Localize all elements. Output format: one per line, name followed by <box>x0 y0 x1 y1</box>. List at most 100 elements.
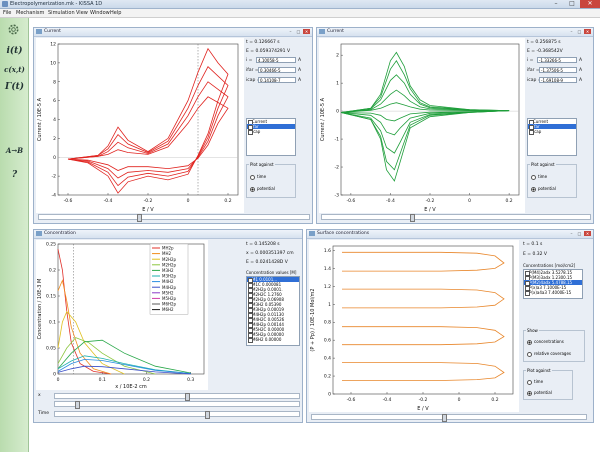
window-minimize-button[interactable]: – <box>289 29 292 34</box>
concentration-value-item[interactable]: M4H2C 0.00526 <box>247 317 299 323</box>
close-button[interactable]: ✕ <box>580 0 600 8</box>
slider-thumb[interactable] <box>137 214 142 222</box>
menu-view[interactable]: View <box>76 10 88 16</box>
slider-thumb[interactable] <box>410 214 415 222</box>
radio-time[interactable]: time <box>527 379 543 385</box>
radio-potential[interactable]: potential <box>531 186 556 192</box>
window-maximize-button[interactable]: □ <box>577 231 582 236</box>
concentration-value-item[interactable]: M3H2p 0.00019 <box>247 307 299 313</box>
sidebar-item-reaction[interactable]: A→B <box>5 146 24 155</box>
i-value-field[interactable]: -1.33266-5 <box>537 57 577 63</box>
slider-thumb[interactable] <box>205 411 210 419</box>
checkbox[interactable] <box>248 338 253 343</box>
menu-simulation[interactable]: Simulation <box>48 10 75 16</box>
x-readout: x = 0.000351397 cm <box>246 251 294 256</box>
plot-against-group: Plot against time potential <box>527 162 577 198</box>
y-tick-label: 0 <box>53 155 56 161</box>
x-tick-label: -0.6 <box>346 198 355 204</box>
menu-help[interactable]: Help <box>110 10 122 16</box>
sidebar-item-concentration[interactable]: c(x,t) <box>4 65 25 74</box>
radio-time[interactable]: time <box>250 174 266 180</box>
list-item-ifar[interactable]: ifar <box>247 124 295 130</box>
window-maximize-button[interactable]: □ <box>296 29 301 34</box>
gear-icon[interactable] <box>7 23 20 36</box>
sidebar-item-surface[interactable]: Γ(t) <box>4 82 25 92</box>
checkbox[interactable] <box>248 283 253 288</box>
window-close-button[interactable]: ✕ <box>584 231 591 236</box>
surface-value-item[interactable]: P(x)a4a3 7.4000E-15 <box>524 290 582 296</box>
sidebar-item-current[interactable]: i(t) <box>6 46 23 56</box>
y-tick-label: -4 <box>52 193 57 199</box>
list-item-ifar[interactable]: ifar <box>528 124 576 130</box>
concentration-value-item[interactable]: M1C 0.000081 <box>247 282 299 288</box>
sidebar-item-help[interactable]: ? <box>11 170 18 180</box>
concentration-value-item[interactable]: M4H2p 0.00144 <box>247 322 299 328</box>
surface-value-item[interactable]: P(M2)4adx 5.4788.15 <box>524 280 582 286</box>
checkbox[interactable] <box>248 298 253 303</box>
checkbox[interactable] <box>525 271 530 276</box>
ifar-value-field[interactable]: -1.37506-5 <box>539 67 577 73</box>
time-slider[interactable] <box>54 411 300 419</box>
checkbox[interactable] <box>248 293 253 298</box>
surface-value-item[interactable]: P(x)a3 7.1000E-15 <box>524 285 582 291</box>
menu-mechanism[interactable]: Mechanism <box>16 10 45 16</box>
checkbox[interactable] <box>248 328 253 333</box>
slider-thumb[interactable] <box>185 393 190 401</box>
window-close-button[interactable]: ✕ <box>303 29 310 34</box>
checkbox[interactable] <box>248 318 253 323</box>
icap-value-field[interactable]: -1.69108-9 <box>539 77 577 83</box>
checkbox[interactable] <box>248 303 253 308</box>
radio-concentrations[interactable]: concentrations <box>527 339 564 345</box>
y-tick-label: 0.05 <box>46 346 56 352</box>
concentration-value-text: M2H2C 1.2760 <box>252 292 282 297</box>
i-value-field[interactable]: 4.10058-5 <box>256 57 296 63</box>
surface-value-item[interactable]: P(M4)2adx 3.5278.15 <box>524 270 582 276</box>
time-slider[interactable] <box>321 214 591 222</box>
legend-label: M3H2 <box>162 268 174 273</box>
checkbox[interactable] <box>248 323 253 328</box>
radio-relative-coverages[interactable]: relative coverages <box>527 351 571 357</box>
menu-file[interactable]: File <box>3 10 12 16</box>
concentration-value-item[interactable]: M3H2 0.05390 <box>247 302 299 308</box>
slider-thumb[interactable] <box>75 401 80 409</box>
concentration-value-item[interactable]: M2H2p 0.0001. <box>247 287 299 293</box>
time-slider[interactable] <box>311 414 587 422</box>
x-tick-label: 0.1 <box>99 377 106 383</box>
checkbox[interactable] <box>248 278 253 283</box>
minimize-button[interactable]: – <box>554 0 558 7</box>
checkbox[interactable] <box>525 281 530 286</box>
concentration-value-item[interactable]: M5H2p 0.00000 <box>247 332 299 338</box>
menu-window[interactable]: Window <box>90 10 110 16</box>
concentration-value-item[interactable]: M4H2p 0.01130 <box>247 312 299 318</box>
checkbox[interactable] <box>525 291 530 296</box>
checkbox[interactable] <box>248 313 253 318</box>
concentration-value-item[interactable]: M6H2 0.00000 <box>247 337 299 343</box>
x-slider[interactable] <box>54 393 300 401</box>
list-item-icap[interactable]: icap <box>528 129 576 135</box>
radio-time[interactable]: time <box>531 174 547 180</box>
radio-potential[interactable]: potential <box>250 186 275 192</box>
checkbox[interactable] <box>525 286 530 291</box>
list-item-icap[interactable]: icap <box>247 129 295 135</box>
icap-value-field[interactable]: 0.14108-7 <box>258 77 296 83</box>
checkbox[interactable] <box>248 288 253 293</box>
ifar-unit: A <box>579 68 583 73</box>
slider-thumb[interactable] <box>442 414 447 422</box>
time-slider[interactable] <box>38 214 310 222</box>
window-maximize-button[interactable]: □ <box>577 29 582 34</box>
window-minimize-button[interactable]: – <box>570 231 573 236</box>
ifar-value-field[interactable]: 0.30466-5 <box>258 67 296 73</box>
concentration-value-item[interactable]: M5H2C 0.00000 <box>247 327 299 333</box>
radio-potential[interactable]: potential <box>527 390 552 396</box>
window-close-button[interactable]: ✕ <box>584 29 591 34</box>
concentration-value-item[interactable]: M2H2C 1.2760 <box>247 292 299 298</box>
x-slider-2[interactable] <box>54 401 300 409</box>
concentration-value-item[interactable]: M1 0.0101... <box>247 277 299 283</box>
y-tick-label: 12 <box>50 42 56 48</box>
checkbox[interactable] <box>248 333 253 338</box>
maximize-button[interactable]: □ <box>569 0 575 7</box>
series-line <box>342 251 505 272</box>
checkbox[interactable] <box>248 308 253 313</box>
concentration-value-item[interactable]: M2H2p 0.06908 <box>247 297 299 303</box>
window-minimize-button[interactable]: – <box>570 29 573 34</box>
